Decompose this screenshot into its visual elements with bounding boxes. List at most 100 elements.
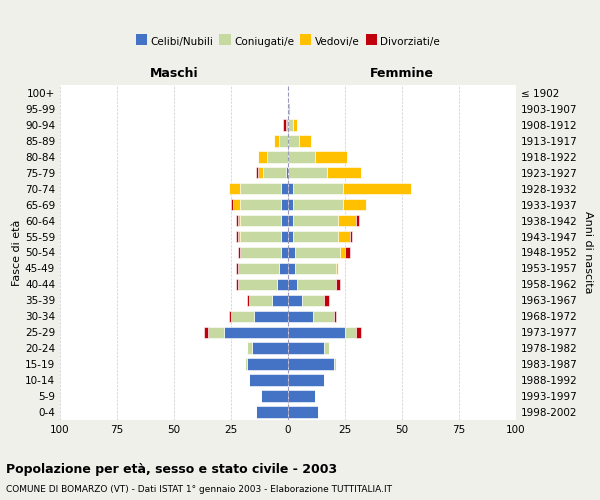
Bar (233, 199, 240, 210)
Bar (293, 231, 338, 242)
Text: Maschi: Maschi (149, 67, 199, 80)
Bar (238, 278, 277, 290)
Bar (277, 278, 288, 290)
Bar (293, 215, 338, 226)
Bar (288, 231, 293, 242)
Bar (297, 278, 336, 290)
Bar (229, 183, 240, 194)
Bar (338, 231, 350, 242)
Bar (343, 183, 411, 194)
Bar (356, 326, 361, 338)
Text: Popolazione per età, sesso e stato civile - 2003: Popolazione per età, sesso e stato civil… (6, 462, 337, 475)
Bar (293, 199, 343, 210)
Y-axis label: Fasce di età: Fasce di età (12, 220, 22, 286)
Bar (281, 183, 288, 194)
Bar (288, 374, 325, 386)
Bar (345, 326, 356, 338)
Bar (288, 199, 293, 210)
Bar (263, 167, 286, 178)
Bar (247, 294, 249, 306)
Bar (327, 167, 361, 178)
Bar (288, 247, 295, 258)
Bar (236, 231, 238, 242)
Bar (334, 310, 336, 322)
Bar (302, 294, 325, 306)
Bar (286, 119, 288, 130)
Bar (336, 278, 340, 290)
Bar (224, 326, 288, 338)
Y-axis label: Anni di nascita: Anni di nascita (583, 211, 593, 294)
Bar (288, 326, 345, 338)
Bar (259, 151, 268, 162)
Bar (281, 215, 288, 226)
Bar (288, 294, 302, 306)
Bar (279, 135, 288, 146)
Bar (288, 278, 297, 290)
Bar (299, 135, 311, 146)
Bar (231, 310, 254, 322)
Bar (249, 374, 288, 386)
Bar (313, 310, 334, 322)
Bar (240, 199, 281, 210)
Bar (272, 294, 288, 306)
Bar (231, 199, 233, 210)
Bar (208, 326, 224, 338)
Bar (288, 358, 334, 370)
Bar (256, 406, 288, 418)
Legend: Celibi/Nubili, Coniugati/e, Vedovi/e, Divorziati/e: Celibi/Nubili, Coniugati/e, Vedovi/e, Di… (136, 36, 440, 46)
Bar (229, 310, 231, 322)
Bar (203, 326, 208, 338)
Bar (288, 119, 293, 130)
Bar (279, 262, 288, 274)
Bar (236, 262, 238, 274)
Bar (249, 294, 272, 306)
Bar (281, 199, 288, 210)
Bar (240, 183, 281, 194)
Bar (254, 310, 288, 322)
Bar (288, 262, 295, 274)
Bar (236, 278, 238, 290)
Bar (340, 247, 345, 258)
Bar (293, 119, 297, 130)
Bar (345, 247, 350, 258)
Bar (295, 262, 336, 274)
Bar (240, 215, 281, 226)
Bar (316, 151, 347, 162)
Bar (356, 215, 359, 226)
Bar (325, 342, 329, 354)
Bar (293, 183, 343, 194)
Bar (295, 247, 340, 258)
Bar (288, 103, 290, 115)
Text: COMUNE DI BOMARZO (VT) - Dati ISTAT 1° gennaio 2003 - Elaborazione TUTTITALIA.IT: COMUNE DI BOMARZO (VT) - Dati ISTAT 1° g… (6, 485, 392, 494)
Bar (288, 183, 293, 194)
Bar (334, 358, 336, 370)
Bar (259, 167, 263, 178)
Bar (268, 151, 288, 162)
Bar (288, 215, 293, 226)
Bar (288, 390, 316, 402)
Bar (251, 342, 288, 354)
Bar (288, 406, 317, 418)
Bar (338, 215, 356, 226)
Bar (288, 135, 299, 146)
Bar (288, 310, 313, 322)
Bar (343, 199, 365, 210)
Bar (238, 231, 240, 242)
Bar (256, 167, 259, 178)
Bar (281, 247, 288, 258)
Bar (240, 231, 281, 242)
Bar (288, 151, 316, 162)
Bar (281, 231, 288, 242)
Bar (336, 262, 338, 274)
Bar (238, 215, 240, 226)
Bar (245, 358, 247, 370)
Bar (288, 342, 325, 354)
Bar (350, 231, 352, 242)
Text: Femmine: Femmine (370, 67, 434, 80)
Bar (238, 262, 279, 274)
Bar (236, 215, 238, 226)
Bar (260, 390, 288, 402)
Bar (283, 119, 286, 130)
Bar (240, 247, 281, 258)
Bar (325, 294, 329, 306)
